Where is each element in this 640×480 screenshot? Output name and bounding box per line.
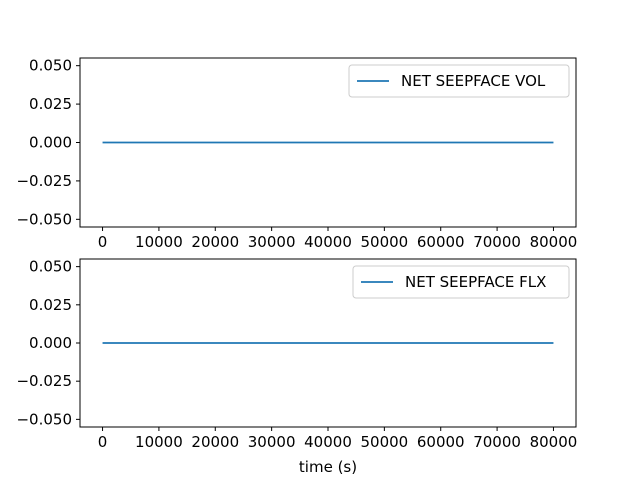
bottom-x-axis-label: time (s) bbox=[299, 458, 357, 476]
top-x-tick-label: 50000 bbox=[361, 233, 409, 251]
bottom-axes-frame bbox=[79, 258, 577, 428]
bottom-x-tick-label: 50000 bbox=[361, 433, 409, 451]
top-x-tick-label: 40000 bbox=[304, 233, 352, 251]
top-legend-label: NET SEEPFACE VOL bbox=[401, 72, 546, 90]
top-y-tick-label: 0.025 bbox=[29, 95, 72, 113]
top-legend-box bbox=[348, 64, 570, 98]
bottom-legend-label: NET SEEPFACE FLX bbox=[405, 273, 546, 291]
bottom-y-tick-label: 0.000 bbox=[29, 334, 72, 352]
top-x-tick-label: 80000 bbox=[530, 233, 578, 251]
top-y-tick-label: 0.050 bbox=[29, 57, 72, 75]
bottom-y-tick-label: 0.050 bbox=[29, 258, 72, 276]
bottom-y-tick-label: 0.025 bbox=[29, 296, 72, 314]
bottom-y-tick-label: −0.025 bbox=[16, 372, 72, 390]
bottom-y-tick-label: −0.050 bbox=[16, 410, 72, 428]
top-y-tick-label: −0.025 bbox=[16, 172, 72, 190]
bottom-x-tick-label: 20000 bbox=[191, 433, 239, 451]
bottom-x-tick-label: 30000 bbox=[248, 433, 296, 451]
bottom-x-tick-label: 0 bbox=[98, 433, 108, 451]
bottom-legend-box bbox=[352, 265, 570, 299]
bottom-x-tick-label: 70000 bbox=[473, 433, 521, 451]
top-x-tick-label: 0 bbox=[98, 233, 108, 251]
top-legend: NET SEEPFACE VOL bbox=[348, 64, 570, 98]
top-x-tick-label: 10000 bbox=[135, 233, 183, 251]
bottom-legend: NET SEEPFACE FLX bbox=[352, 265, 570, 299]
top-x-tick-label: 60000 bbox=[417, 233, 465, 251]
top-x-tick-label: 20000 bbox=[191, 233, 239, 251]
bottom-x-tick-label: 40000 bbox=[304, 433, 352, 451]
top-y-tick-label: −0.050 bbox=[16, 210, 72, 228]
bottom-subplot: 0 10000 20000 30000 40000 50000 60000 70000 8000… bbox=[16, 258, 577, 476]
top-y-tick-label: 0.000 bbox=[29, 134, 72, 152]
top-axes-frame bbox=[79, 57, 577, 228]
top-subplot: 0 10000 20000 30000 40000 50000 60000 70000 8000… bbox=[16, 57, 577, 251]
bottom-x-tick-label: 80000 bbox=[530, 433, 578, 451]
bottom-x-tick-label: 60000 bbox=[417, 433, 465, 451]
top-x-tick-label: 70000 bbox=[473, 233, 521, 251]
top-x-tick-label: 30000 bbox=[248, 233, 296, 251]
bottom-x-tick-label: 10000 bbox=[135, 433, 183, 451]
